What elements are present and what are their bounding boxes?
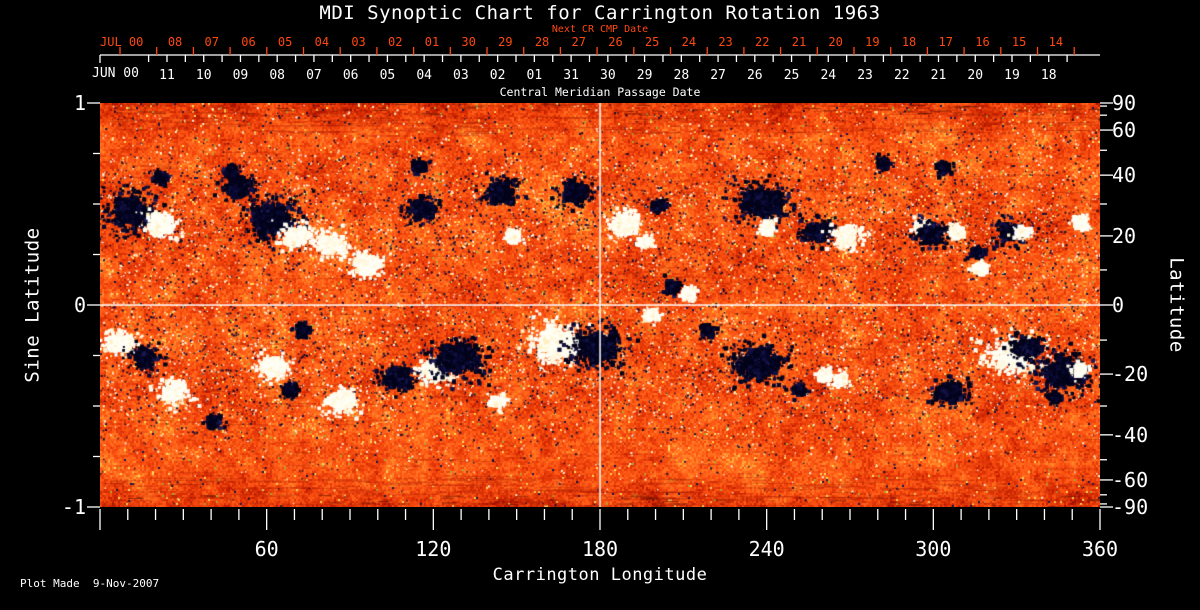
x-axis-tick-label: 180 [582, 537, 618, 561]
magnetogram-canvas [100, 103, 1100, 507]
top-axis-day: 30 [600, 68, 616, 83]
top-axis-day: 22 [894, 68, 910, 83]
top-axis-day: 07 [306, 68, 322, 83]
y-axis-left-tick-label: 0 [74, 293, 86, 317]
top-axis-day-red: 20 [828, 35, 842, 49]
top-axis-day: 06 [343, 68, 359, 83]
top-axis-day-red: 03 [351, 35, 365, 49]
top-axis-day-red: 14 [1049, 35, 1063, 49]
cmp-month-label: JUN 00 [92, 66, 139, 81]
x-axis-tick-label: 60 [255, 537, 279, 561]
top-axis-day: 08 [269, 68, 285, 83]
y-axis-right-tick-label: -60 [1112, 468, 1148, 492]
top-axis-day-red: 29 [498, 35, 512, 49]
top-axis-day: 09 [233, 68, 249, 83]
top-axis-day: 24 [820, 68, 836, 83]
y-axis-right-tick-label: 0 [1112, 293, 1124, 317]
top-axis-day-red: 25 [645, 35, 659, 49]
y-axis-right-tick-label: -40 [1112, 423, 1148, 447]
y-axis-right-tick-label: 20 [1112, 224, 1136, 248]
top-axis-day: 25 [784, 68, 800, 83]
top-axis-day: 10 [196, 68, 212, 83]
top-axis-day-red: 07 [205, 35, 219, 49]
next-cr-month-label: JUL 00 [100, 35, 144, 49]
top-axis-day: 11 [159, 68, 175, 83]
right-y-axis-title: Latitude [1165, 257, 1188, 353]
top-axis-day-red: 15 [1012, 35, 1026, 49]
y-axis-right-tick-label: 40 [1112, 163, 1136, 187]
top-axis-day: 03 [453, 68, 469, 83]
top-axis-day-red: 27 [572, 35, 586, 49]
top-axis-day: 31 [563, 68, 579, 83]
x-axis-tick-label: 360 [1082, 537, 1118, 561]
top-axis-day: 28 [674, 68, 690, 83]
top-axis-day-red: 26 [608, 35, 622, 49]
top-axis-day-red: 30 [461, 35, 475, 49]
next-cr-cmp-date-label: Next CR CMP Date [551, 24, 649, 35]
top-axis-day-red: 01 [425, 35, 439, 49]
top-axis-day-red: 05 [278, 35, 292, 49]
x-axis-tick-label: 300 [915, 537, 951, 561]
x-axis-tick-label: 120 [415, 537, 451, 561]
top-axis-day-red: 21 [792, 35, 806, 49]
cmp-axis-title: Central Meridian Passage Date [499, 85, 701, 99]
y-axis-right-tick-label: -20 [1112, 362, 1148, 386]
top-axis-day-red: 04 [315, 35, 329, 49]
top-axis-day: 26 [747, 68, 763, 83]
left-y-axis-title: Sine Latitude [21, 227, 44, 383]
top-axis-day: 20 [967, 68, 983, 83]
top-axis-day: 18 [1041, 68, 1057, 83]
top-axis-day-red: 08 [168, 35, 182, 49]
top-axis-day: 21 [931, 68, 947, 83]
top-axis-day: 01 [527, 68, 543, 83]
top-axis-day-red: 23 [718, 35, 732, 49]
chart-title: MDI Synoptic Chart for Carrington Rotati… [319, 2, 881, 24]
top-axis-day-red: 19 [865, 35, 879, 49]
y-axis-right-tick-label: -90 [1112, 495, 1148, 519]
top-axis-day-red: 24 [682, 35, 696, 49]
y-axis-left-tick-label: -1 [62, 495, 86, 519]
top-axis-day-red: 02 [388, 35, 402, 49]
plot-made-timestamp: Plot Made 9-Nov-2007 [20, 577, 160, 590]
y-axis-right-tick-label: 60 [1112, 118, 1136, 142]
top-axis-day-red: 18 [902, 35, 916, 49]
top-axis-day-red: 22 [755, 35, 769, 49]
top-axis-day: 23 [857, 68, 873, 83]
top-axis-day: 04 [416, 68, 432, 83]
top-axis-day: 27 [710, 68, 726, 83]
x-axis-tick-label: 240 [749, 537, 785, 561]
x-axis-title: Carrington Longitude [492, 565, 708, 585]
top-axis-day: 19 [1004, 68, 1020, 83]
top-axis-day-red: 17 [939, 35, 953, 49]
top-axis-day-red: 28 [535, 35, 549, 49]
top-axis-day-red: 06 [241, 35, 255, 49]
top-axis-day: 05 [380, 68, 396, 83]
top-axis-day: 02 [490, 68, 506, 83]
top-axis-day: 29 [637, 68, 653, 83]
top-axis-day-red: 16 [975, 35, 989, 49]
